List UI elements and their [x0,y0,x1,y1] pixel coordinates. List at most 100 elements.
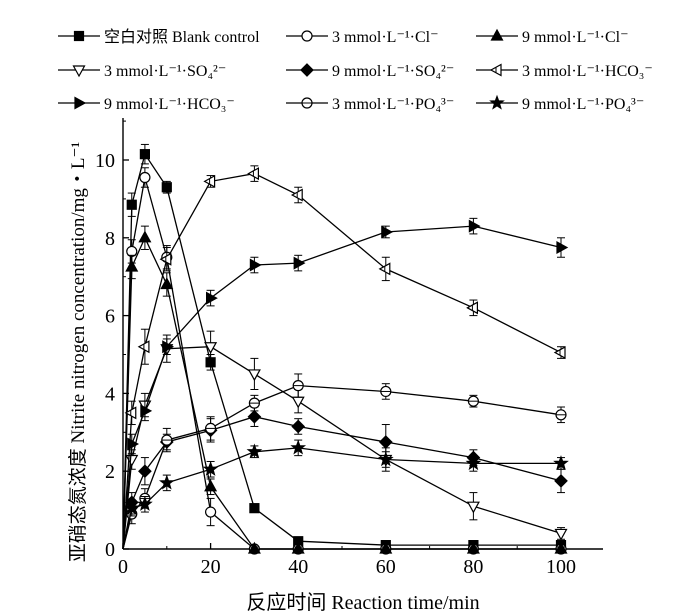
legend-label: 9 mmol·L⁻¹·Cl⁻ [522,29,629,46]
data-point [126,199,137,210]
data-point [140,404,153,418]
data-point [202,461,219,476]
legend-label: 9 mmol·L⁻¹·HCO₃⁻ [104,96,235,113]
y-tick-label: 10 [95,150,115,172]
legend-label: 3 mmol·L⁻¹·Cl⁻ [332,29,439,46]
series-line [122,384,562,550]
y-tick-label: 6 [105,306,115,328]
data-point [554,528,568,541]
data-point [139,171,151,184]
x-tick-label: 100 [546,556,576,578]
data-point [554,474,568,488]
x-tick-label: 60 [376,556,396,578]
x-tick-label: 20 [201,556,221,578]
data-point [247,541,261,554]
data-point [247,369,261,382]
data-point [247,409,262,424]
data-point [138,230,152,243]
data-point [290,439,307,455]
series-line [122,177,561,550]
y-tick-label: 0 [105,539,115,561]
legend-marker [74,96,87,110]
data-point [249,258,262,272]
series-line [122,447,561,550]
data-point [291,541,305,554]
data-point [554,541,568,554]
series-line [122,225,562,550]
series-5 [122,406,568,550]
x-axis-label: 反应时间 Reaction time/min [246,591,479,613]
legend-entry: 9 mmol·L⁻¹·HCO₃⁻ [58,96,235,113]
data-point [137,496,153,511]
x-tick-label: 0 [118,556,128,578]
data-point [139,149,150,160]
legend-label: 9 mmol·L⁻¹·PO₄³⁻ [522,96,644,113]
data-point [204,342,218,354]
data-point [466,501,480,514]
legend-marker [73,30,85,42]
data-point [125,259,139,272]
data-point [206,291,218,305]
series-6 [122,165,566,550]
data-point [158,474,175,490]
plot-area [122,143,569,555]
y-tick-label: 4 [105,383,115,405]
legend-marker [72,65,86,78]
data-point [138,464,152,479]
data-point [246,443,263,459]
y-tick-label: 8 [105,228,115,250]
series-8 [122,373,567,550]
data-point [293,256,306,270]
legend: 空白对照 Blank control 3 mmol·L⁻¹·Cl⁻ 9 mmol·L… [58,28,653,113]
data-point [162,340,175,354]
series-line [122,346,562,550]
series-4 [122,330,568,550]
data-point [381,225,394,239]
data-point [123,499,140,515]
data-point [291,419,306,434]
data-point [553,455,569,471]
series-line [122,416,562,550]
legend-label: 3 mmol·L⁻¹·HCO₃⁻ [522,63,653,80]
legend-marker [300,63,314,77]
data-point [160,277,174,290]
series-line [122,172,562,550]
legend-entry: 3 mmol·L⁻¹·Cl⁻ [286,29,439,46]
data-point [377,451,394,467]
legend-label: 3 mmol·L⁻¹·PO₄³⁻ [332,96,454,113]
series-7 [122,217,569,550]
data-point [378,435,393,449]
series-9 [122,439,569,550]
data-point [127,437,140,451]
legend-label: 9 mmol·L⁻¹·SO₄²⁻ [332,63,454,80]
legend-label: 3 mmol·L⁻¹·SO₄²⁻ [104,63,226,80]
data-point [556,241,569,255]
legend-entry: 3 mmol·L⁻¹·SO₄²⁻ [58,63,226,80]
legend-entry: 9 mmol·L⁻¹·Cl⁻ [476,28,629,46]
series-line [122,152,561,550]
series-line [122,236,561,550]
x-tick-label: 40 [288,556,308,578]
legend-entry: 3 mmol·L⁻¹·HCO₃⁻ [476,63,653,80]
data-point [379,541,393,554]
series-2 [122,167,567,555]
data-point [161,182,172,193]
data-point [468,219,481,233]
data-point [465,455,482,471]
legend-marker [490,28,504,41]
data-point [204,479,218,492]
series-3 [122,225,568,554]
legend-entry: 3 mmol·L⁻¹·PO₄³⁻ [286,96,454,113]
legend-entry: 9 mmol·L⁻¹·PO₄³⁻ [476,94,644,113]
legend-marker [301,30,313,42]
legend-label: 空白对照 Blank control [104,28,260,46]
data-point [466,541,480,554]
data-point [291,396,305,409]
legend-marker [489,94,505,110]
legend-entry: 9 mmol·L⁻¹·SO₄²⁻ [286,63,454,80]
y-tick-label: 2 [105,461,115,483]
y-axis-label: 亚硝态氮浓度 Nitrite nitrogen concentration/mg… [67,141,89,562]
data-point [249,503,260,514]
data-point [205,506,217,518]
